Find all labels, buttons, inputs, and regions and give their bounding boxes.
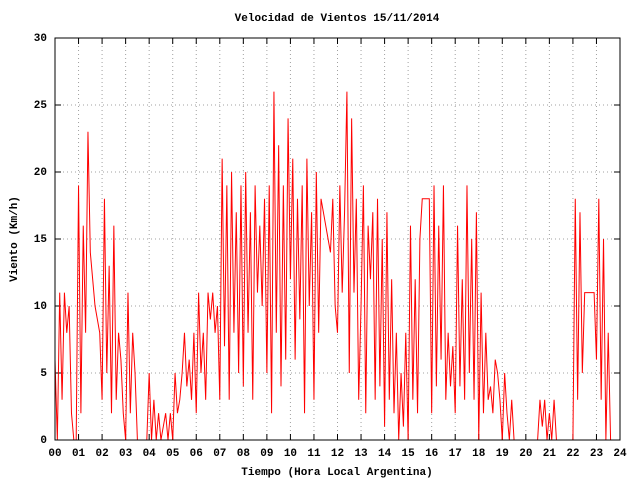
y-tick-label: 10 xyxy=(34,301,47,313)
y-tick-label: 15 xyxy=(34,234,48,246)
y-tick-label: 0 xyxy=(40,435,47,447)
x-tick-label: 03 xyxy=(119,448,133,460)
y-tick-label: 30 xyxy=(34,33,47,45)
x-tick-label: 00 xyxy=(48,448,61,460)
x-tick-label: 04 xyxy=(143,448,157,460)
x-tick-label: 17 xyxy=(449,448,462,460)
x-tick-label: 24 xyxy=(613,448,627,460)
x-tick-label: 12 xyxy=(331,448,344,460)
x-tick-label: 02 xyxy=(95,448,108,460)
x-tick-label: 05 xyxy=(166,448,180,460)
plot-border xyxy=(54,37,621,441)
x-tick-label: 09 xyxy=(260,448,273,460)
x-tick-label: 13 xyxy=(354,448,368,460)
x-tick-label: 15 xyxy=(402,448,416,460)
x-tick-label: 01 xyxy=(72,448,86,460)
x-tick-label: 19 xyxy=(496,448,509,460)
x-tick-label: 20 xyxy=(519,448,532,460)
wind-line xyxy=(54,91,613,441)
x-tick-label: 16 xyxy=(425,448,438,460)
y-tick-label: 25 xyxy=(34,100,48,112)
chart-title: Velocidad de Vientos 15/11/2014 xyxy=(235,13,440,25)
x-tick-label: 18 xyxy=(472,448,486,460)
x-tick-label: 14 xyxy=(378,448,392,460)
x-tick-label: 10 xyxy=(284,448,297,460)
y-tick-label: 20 xyxy=(34,167,47,179)
x-tick-label: 21 xyxy=(543,448,557,460)
x-tick-label: 07 xyxy=(213,448,226,460)
x-tick-label: 08 xyxy=(237,448,251,460)
x-tick-label: 06 xyxy=(190,448,203,460)
y-axis-label: Viento (Km/h) xyxy=(9,196,21,282)
x-tick-label: 22 xyxy=(566,448,579,460)
x-axis-label: Tiempo (Hora Local Argentina) xyxy=(241,467,432,479)
y-tick-label: 5 xyxy=(40,368,47,380)
x-tick-label: 23 xyxy=(590,448,604,460)
x-tick-label: 11 xyxy=(307,448,321,460)
